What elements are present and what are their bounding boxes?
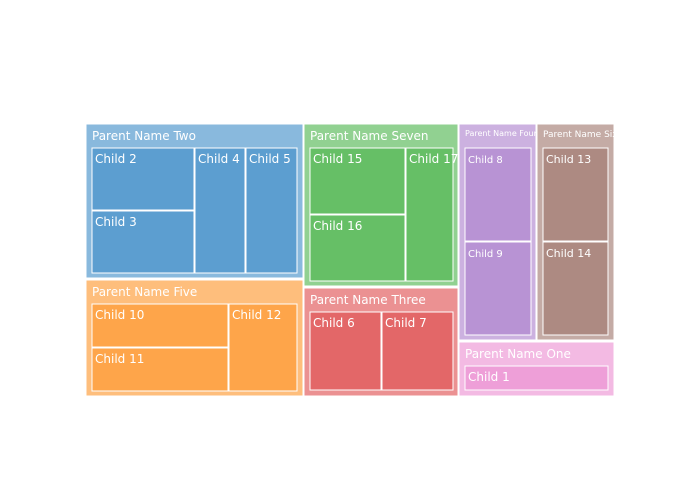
child-label: Child 3 — [95, 215, 137, 229]
parent-label: Parent Name Seven — [310, 129, 429, 143]
parent-label: Parent Name One — [465, 347, 571, 361]
child-label: Child 14 — [546, 247, 591, 260]
parent-parent-name-three: Parent Name Three Child 6 Child 7 — [303, 287, 459, 397]
parent-parent-name-six: Parent Name Six Child 13 Child 14 — [536, 123, 618, 341]
child-tile-child-17[interactable] — [405, 147, 454, 282]
parent-label: Parent Name Six — [543, 130, 618, 140]
child-label: Child 17 — [409, 152, 458, 166]
child-label: Child 6 — [313, 316, 355, 330]
parent-parent-name-four: Parent Name Four Child 8 Child 9 — [458, 123, 538, 341]
parent-label: Parent Name Five — [92, 285, 197, 299]
child-tile-child-3[interactable] — [91, 210, 195, 274]
child-tile-child-6[interactable] — [309, 311, 382, 391]
child-label: Child 5 — [249, 152, 291, 166]
child-label: Child 1 — [468, 370, 510, 384]
parent-label: Parent Name Four — [465, 129, 538, 138]
parent-parent-name-one: Parent Name One Child 1 — [458, 341, 615, 397]
child-tile-child-5[interactable] — [245, 147, 298, 274]
child-label: Child 11 — [95, 352, 144, 366]
child-label: Child 12 — [232, 308, 281, 322]
child-tile-child-10[interactable] — [91, 303, 229, 348]
child-tile-child-4[interactable] — [194, 147, 246, 274]
child-label: Child 9 — [468, 249, 503, 260]
child-tile-child-14[interactable] — [542, 241, 609, 336]
parent-parent-name-five: Parent Name Five Child 10 Child 11 Child 12 — [85, 279, 304, 397]
child-tile-child-11[interactable] — [91, 347, 229, 392]
child-tile-child-2[interactable] — [91, 147, 195, 211]
parent-label: Parent Name Three — [310, 293, 426, 307]
parent-parent-name-two: Parent Name Two Child 2 Child 3 Child 4 Chil… — [85, 123, 304, 279]
treemap-cells: Parent Name Two Child 2 Child 3 Child 4 Chil… — [85, 123, 618, 397]
child-tile-child-1[interactable] — [464, 365, 609, 391]
child-tile-child-15[interactable] — [309, 147, 406, 215]
child-label: Child 10 — [95, 308, 144, 322]
child-tile-child-13[interactable] — [542, 147, 609, 242]
child-tile-child-16[interactable] — [309, 214, 406, 282]
child-label: Child 15 — [313, 152, 362, 166]
child-tile-child-8[interactable] — [464, 147, 532, 242]
child-label: Child 13 — [546, 153, 591, 166]
child-tile-child-12[interactable] — [228, 303, 298, 392]
child-tile-child-7[interactable] — [381, 311, 454, 391]
child-label: Child 8 — [468, 155, 503, 166]
child-label: Child 7 — [385, 316, 427, 330]
child-label: Child 4 — [198, 152, 240, 166]
parent-parent-name-seven: Parent Name Seven Child 15 Child 16 Child 1… — [303, 123, 459, 287]
child-label: Child 2 — [95, 152, 137, 166]
child-tile-child-9[interactable] — [464, 241, 532, 336]
parent-label: Parent Name Two — [92, 129, 196, 143]
child-label: Child 16 — [313, 219, 362, 233]
